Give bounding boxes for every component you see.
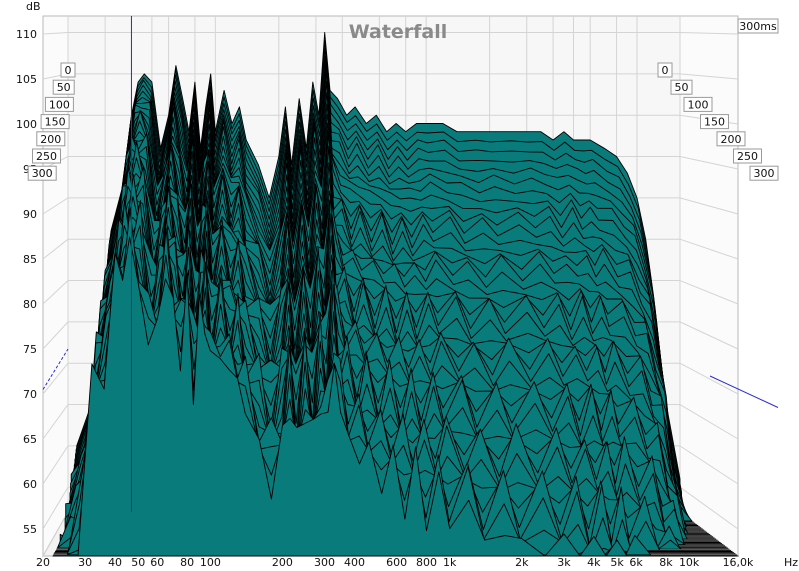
- grid-line-left-depth: [42, 32, 69, 35]
- y-tick-label: 75: [23, 343, 37, 356]
- plot-overlay: [42, 16, 779, 512]
- time-tick-label-left: 300: [32, 167, 53, 180]
- grid-line-right-depth: [679, 321, 739, 350]
- grid-line-right-depth: [679, 486, 739, 530]
- y-tick-label: 60: [23, 478, 37, 491]
- x-tick-label: 80: [180, 556, 194, 569]
- x-tick-label: 20: [36, 556, 50, 569]
- y-tick-label: 70: [23, 388, 37, 401]
- x-tick-label: 5k: [610, 556, 624, 569]
- grid-line-left-depth: [42, 404, 69, 440]
- x-tick-label: 60: [150, 556, 164, 569]
- y-tick-label: 105: [16, 73, 37, 86]
- grid-line-right-depth: [679, 197, 739, 215]
- time-tick-box-right: [700, 114, 729, 130]
- grid-line-right-depth: [679, 404, 739, 440]
- x-tick-label: 10k: [679, 556, 700, 569]
- grid-line-left-depth: [42, 280, 69, 305]
- x-tick-label: 30: [78, 556, 92, 569]
- grid-line-right-depth: [679, 445, 739, 485]
- x-tick-label: 3k: [557, 556, 571, 569]
- y-unit-label: dB: [26, 0, 41, 13]
- time-tick-label-right: 0: [662, 64, 669, 77]
- time-tick-box-left: [44, 96, 74, 112]
- x-tick-label: 40: [108, 556, 122, 569]
- grid-line-left-depth: [42, 321, 69, 350]
- time-tick-label-right: 150: [704, 116, 725, 129]
- time-tick-label-right: 100: [688, 98, 709, 111]
- grid-line-floor: [42, 511, 69, 557]
- time-tick-label-right: 200: [721, 133, 742, 146]
- time-tick-box-left: [52, 79, 75, 95]
- chart-title: Waterfall: [349, 21, 448, 43]
- time-tick-box-left: [32, 148, 61, 164]
- time-tick-label-left: 200: [40, 133, 61, 146]
- y-tick-label: 55: [23, 523, 37, 536]
- x-tick-label: 800: [416, 556, 437, 569]
- time-tick-label-left: 0: [65, 64, 72, 77]
- y-tick-label: 65: [23, 433, 37, 446]
- x-tick-label: 1k: [443, 556, 457, 569]
- y-tick-label: 85: [23, 253, 37, 266]
- y-tick-label: 100: [16, 118, 37, 131]
- grid-line-left-depth: [42, 486, 69, 530]
- x-tick-label: 300: [314, 556, 335, 569]
- waterfall-slice: [52, 236, 739, 557]
- time-tick-box-left: [60, 62, 76, 78]
- time-tick-label-left: 50: [57, 81, 71, 94]
- grid-line-left-depth: [42, 362, 69, 395]
- grid-line-right-depth: [679, 32, 739, 35]
- axis-labels: 1101051009590858075706560552030405060801…: [16, 28, 779, 569]
- grid-line-left-depth: [42, 445, 69, 485]
- grid-line-left-depth: [42, 197, 69, 215]
- grid-line-right-depth: [679, 362, 739, 395]
- time-window-box: [737, 18, 779, 34]
- level-cursor-right: [709, 375, 779, 408]
- time-tick-label-right: 250: [737, 150, 758, 163]
- x-tick-label: 400: [344, 556, 365, 569]
- time-window-label: 300ms: [739, 20, 777, 33]
- waterfall-slices: [52, 32, 739, 557]
- time-tick-box-left: [40, 114, 70, 130]
- level-cursor-left: [42, 348, 69, 390]
- x-tick-label: 4k: [587, 556, 601, 569]
- time-tick-label-left: 100: [49, 98, 70, 111]
- time-tick-label-left: 250: [36, 150, 57, 163]
- x-tick-label: 2k: [515, 556, 529, 569]
- x-unit-label: Hz: [784, 556, 798, 569]
- grid-line-right-depth: [679, 73, 739, 80]
- time-tick-box-right: [683, 96, 713, 112]
- grid-line-right-depth: [679, 156, 739, 170]
- time-tick-box-right: [657, 62, 673, 78]
- x-tick-label: 600: [386, 556, 407, 569]
- grid-line-right-depth: [679, 238, 739, 260]
- time-tick-label-right: 50: [675, 81, 689, 94]
- x-tick-label: 100: [200, 556, 221, 569]
- x-tick-label: 6k: [629, 556, 643, 569]
- time-tick-box-right: [749, 165, 779, 181]
- x-tick-label: 8k: [659, 556, 673, 569]
- y-tick-label: 110: [16, 28, 37, 41]
- x-tick-label: 50: [131, 556, 145, 569]
- grid-line-right-depth: [679, 280, 739, 305]
- time-tick-label-right: 300: [754, 167, 775, 180]
- time-tick-box-right: [733, 148, 762, 164]
- x-tick-label: 200: [272, 556, 293, 569]
- y-tick-label: 80: [23, 298, 37, 311]
- x-tick-label: 16,0k: [723, 556, 754, 569]
- time-tick-box-right: [670, 79, 693, 95]
- time-tick-label-left: 150: [45, 116, 66, 129]
- time-tick-box-left: [36, 131, 66, 147]
- time-tick-box-left: [27, 165, 57, 181]
- y-tick-label: 90: [23, 208, 37, 221]
- time-tick-box-right: [716, 131, 746, 147]
- grid-line-left-depth: [42, 238, 69, 260]
- time-window-badge: 300ms: [737, 18, 779, 34]
